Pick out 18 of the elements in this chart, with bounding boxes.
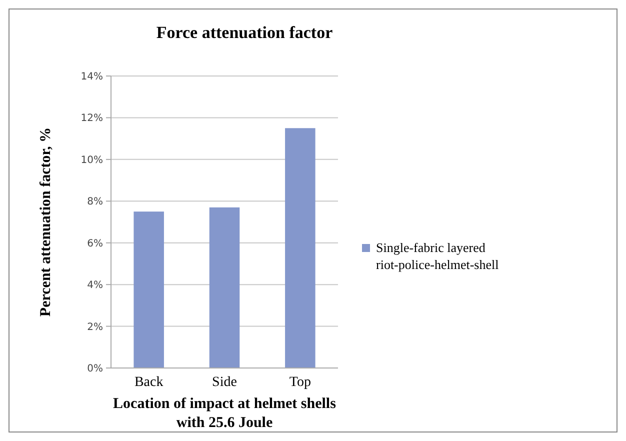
y-tick-label: 6%: [87, 238, 103, 250]
y-tick-label: 14%: [80, 72, 103, 82]
y-tick-label: 0%: [87, 364, 103, 374]
y-tick-label: 12%: [80, 113, 103, 124]
x-tick-label: Top: [289, 375, 311, 390]
y-tick-label: 8%: [87, 196, 103, 208]
bar: [209, 207, 240, 368]
chart-title: Force attenuation factor: [156, 23, 334, 42]
x-axis-title: Location of impact at helmet shells with 25.6 Joule: [113, 396, 336, 431]
y-tick-label: 2%: [87, 322, 103, 333]
legend-label: Single-fabric layered riot-police-helmet-shell: [376, 240, 500, 272]
x-tick-label: Side: [212, 375, 237, 390]
x-tick-label: Back: [134, 375, 164, 390]
y-tick-label: 10%: [80, 154, 103, 166]
y-axis-title: Percent attenuation factor, %: [38, 127, 54, 317]
bar: [134, 212, 164, 368]
bar: [285, 128, 316, 368]
y-tick-label: 4%: [87, 280, 103, 292]
